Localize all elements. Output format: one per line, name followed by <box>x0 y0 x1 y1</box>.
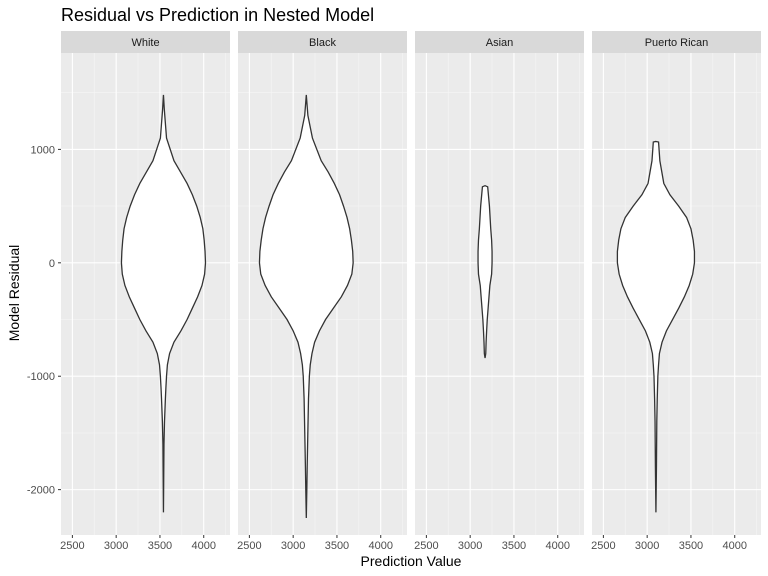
y-tick-label: 1000 <box>31 144 55 156</box>
strip-black <box>238 31 407 53</box>
y-axis: 1000 0 -1000 -2000 <box>27 144 61 497</box>
x-tick-label: 3000 <box>635 540 659 552</box>
violin-asian <box>477 184 493 359</box>
strip-label: White <box>131 37 159 49</box>
x-tick-label: 3000 <box>458 540 482 552</box>
x-tick-label: 2500 <box>414 540 438 552</box>
panel-asian: Asian 2500 3000 3500 4000 <box>414 31 584 552</box>
x-tick-label: 2500 <box>237 540 261 552</box>
x-axis-title: Prediction Value <box>361 553 462 569</box>
violin-puerto-rican <box>616 140 696 513</box>
facet-panels: White 2500 3000 3500 4000 Black 2500 3000 3500 40… <box>60 31 761 552</box>
violin-black <box>258 94 354 519</box>
y-tick-label: 0 <box>49 258 55 270</box>
x-tick-label: 2500 <box>60 540 84 552</box>
panel-background <box>415 53 584 535</box>
x-tick-label: 3500 <box>148 540 172 552</box>
x-tick-label: 3000 <box>104 540 128 552</box>
x-tick-label: 2500 <box>591 540 615 552</box>
strip-label: Asian <box>486 37 514 49</box>
chart-title: Residual vs Prediction in Nested Model <box>61 5 374 25</box>
x-tick-label: 3500 <box>679 540 703 552</box>
x-tick-label: 3000 <box>281 540 305 552</box>
y-axis-title: Model Residual <box>6 245 22 342</box>
y-tick-label: -1000 <box>27 371 55 383</box>
x-tick-label: 3500 <box>325 540 349 552</box>
x-tick-label: 4000 <box>545 540 569 552</box>
x-tick-label: 4000 <box>368 540 392 552</box>
strip-label: Puerto Rican <box>645 37 709 49</box>
x-tick-label: 3500 <box>502 540 526 552</box>
strip-asian <box>415 31 584 53</box>
strip-puerto-rican <box>592 31 761 53</box>
violin-white <box>120 94 207 513</box>
panel-white: White 2500 3000 3500 4000 <box>60 31 230 552</box>
strip-label: Black <box>309 37 336 49</box>
x-tick-label: 4000 <box>191 540 215 552</box>
x-tick-label: 4000 <box>722 540 746 552</box>
strip-white <box>61 31 230 53</box>
y-tick-label: -2000 <box>27 485 55 497</box>
panel-puerto-rican: Puerto Rican 2500 3000 3500 4000 <box>591 31 761 552</box>
panel-black: Black 2500 3000 3500 4000 <box>237 31 407 552</box>
